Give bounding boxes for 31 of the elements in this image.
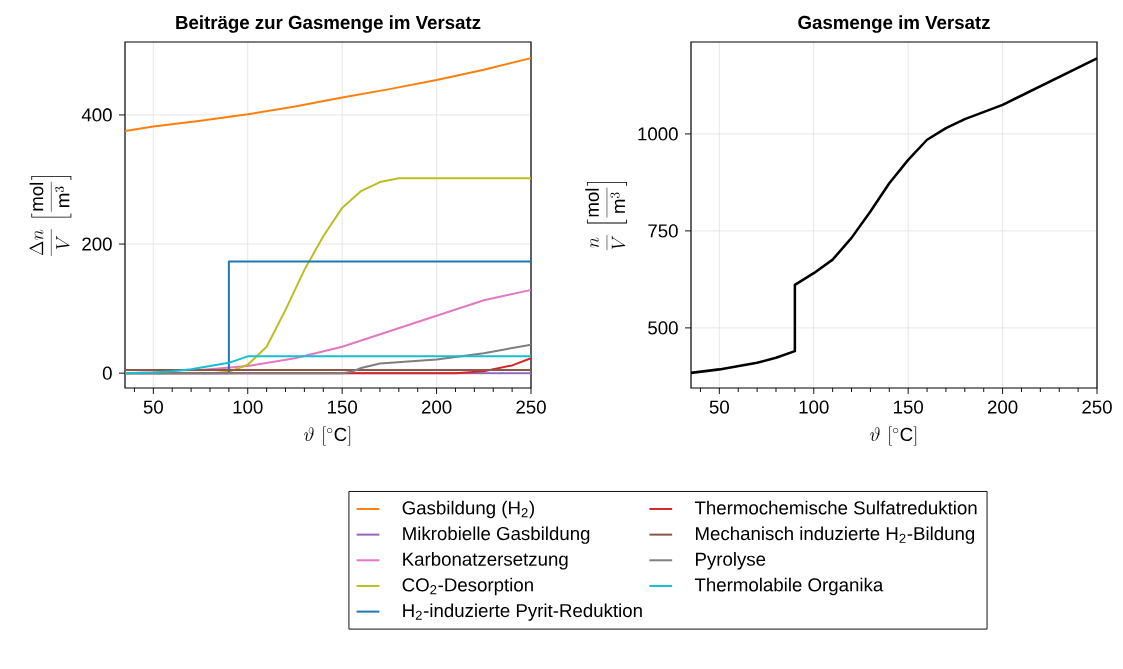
x-tick-label: 200 [421,400,452,414]
legend-label: CO$_{2}$-Desorption [402,577,533,596]
x-axis-title: $\vartheta\,\left[{}^\circ\mathrm{C}\right]$ [304,426,351,446]
y-axis-title: $\frac{\Delta n}{V}\,\left[\frac{\mathrm{mol}}{\mathrm{m}^3}\right]$ [29,176,72,257]
y-tick-label: 400 [81,108,112,122]
x-tick-label: 150 [894,400,924,414]
y-tick-label: 750 [648,224,678,238]
y-tick-label: 0 [102,366,112,380]
x-tick-label: 100 [233,400,263,414]
y-tick-label: 500 [648,321,678,335]
x-tick-label: 250 [1082,400,1112,414]
y-tick-label: 200 [82,237,112,251]
x-tick-label: 50 [709,400,729,414]
legend-label: Karbonatzersetzung [403,552,568,570]
y-axis-title: $\frac{n}{V}\,\left[\frac{\mathrm{mol}}{\mathrm{m}^3}\right]$ [585,181,627,251]
legend-label: Pyrolyse [696,552,766,570]
x-tick-label: 100 [799,400,829,414]
legend-label: Thermolabile Organika [694,577,884,596]
x-tick-label: 150 [328,400,358,414]
legend-label: Mikrobielle Gasbildung [403,526,590,544]
legend-label: H$_{2}$-induzierte Pyrit-Reduktion [403,603,642,621]
x-axis-title: $\vartheta\,\left[{}^\circ\mathrm{C}\right]$ [870,426,917,446]
y-tick-label: 1000 [638,127,678,141]
chart-title: Gasmenge im Versatz [798,15,990,33]
legend-label: Mechanisch induzierte H$_{2}$-Bildung [696,526,975,544]
legend-label: Gasbildung (H$_{2}$) [402,500,534,519]
legend-label: Thermochemische Sulfatreduktion [694,500,977,515]
x-tick-label: 50 [143,400,163,414]
chart-title: Beiträge zur Gasmenge im Versatz [176,15,481,33]
x-tick-label: 250 [516,400,546,414]
x-tick-label: 200 [987,400,1018,414]
